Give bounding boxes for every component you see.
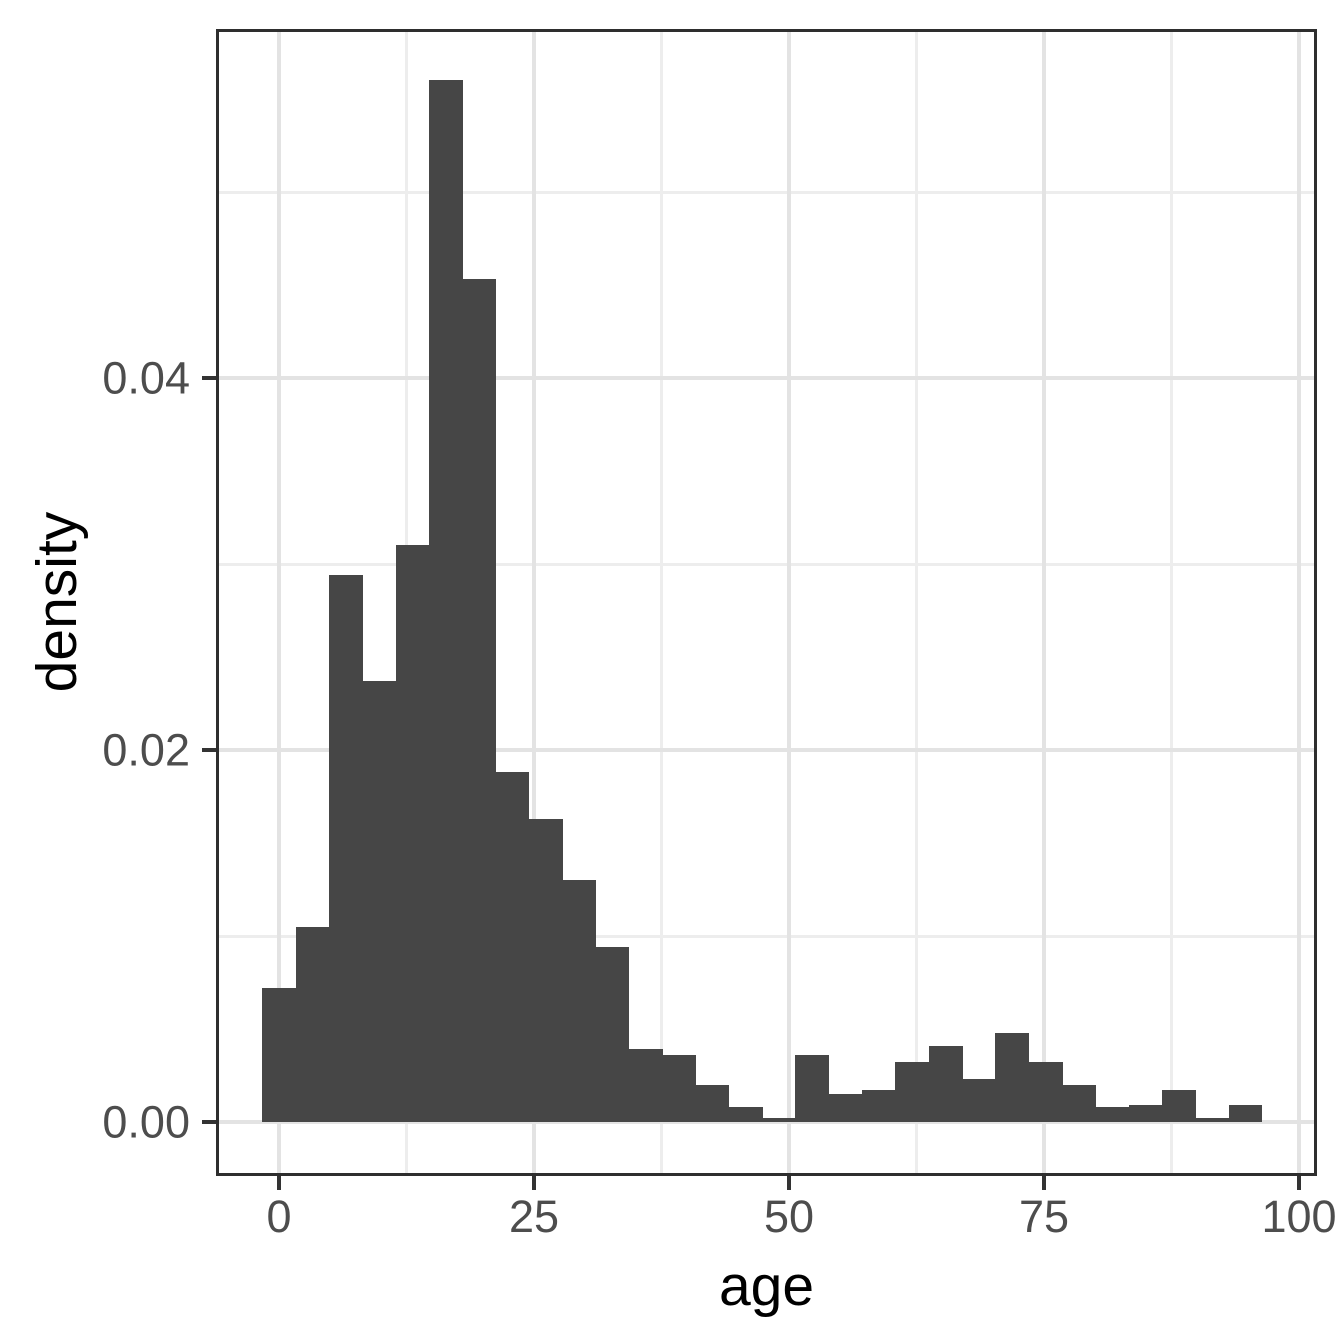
histogram-bar bbox=[562, 880, 596, 1122]
y-tick-label: 0.04 bbox=[102, 352, 190, 404]
histogram-bar bbox=[762, 1118, 796, 1122]
histogram-bar bbox=[1162, 1090, 1196, 1122]
y-minor-gridline bbox=[219, 934, 1314, 938]
x-tick-mark bbox=[277, 1176, 281, 1190]
x-axis-title: age bbox=[718, 1254, 815, 1318]
histogram-bar bbox=[362, 681, 397, 1122]
histogram-bar bbox=[995, 1032, 1030, 1122]
x-major-gridline bbox=[1042, 32, 1046, 1173]
histogram-bar bbox=[328, 575, 363, 1122]
histogram-bar bbox=[662, 1055, 696, 1122]
histogram-bar bbox=[628, 1049, 663, 1122]
x-tick-label: 50 bbox=[763, 1191, 815, 1242]
histogram-bar bbox=[695, 1084, 730, 1122]
histogram-bar bbox=[928, 1045, 963, 1122]
x-tick-label: 75 bbox=[1018, 1191, 1070, 1242]
histogram-bar bbox=[1128, 1105, 1163, 1122]
x-major-gridline bbox=[787, 32, 791, 1173]
histogram-bar bbox=[1095, 1107, 1130, 1122]
x-tick-label: 100 bbox=[1261, 1191, 1337, 1242]
x-tick-mark bbox=[1297, 1176, 1301, 1190]
y-tick-mark bbox=[202, 748, 216, 752]
x-tick-mark bbox=[787, 1176, 791, 1190]
x-minor-gridline bbox=[660, 32, 663, 1173]
histogram-bar bbox=[495, 772, 530, 1122]
histogram-bar bbox=[1195, 1118, 1230, 1122]
x-major-gridline bbox=[1297, 32, 1301, 1173]
y-tick-mark bbox=[202, 1120, 216, 1124]
y-tick-label: 0.02 bbox=[102, 724, 190, 776]
histogram-bar bbox=[1028, 1062, 1063, 1122]
y-minor-gridline bbox=[219, 190, 1314, 194]
x-tick-label: 25 bbox=[508, 1191, 560, 1242]
histogram-bar bbox=[862, 1090, 896, 1122]
y-tick-label: 0.00 bbox=[102, 1096, 190, 1148]
y-major-gridline bbox=[219, 1120, 1314, 1124]
histogram-bar bbox=[595, 947, 630, 1122]
histogram-bar bbox=[295, 926, 330, 1122]
histogram-bar bbox=[528, 818, 563, 1122]
y-axis-title: density bbox=[25, 511, 89, 693]
y-major-gridline bbox=[219, 376, 1314, 380]
x-tick-mark bbox=[532, 1176, 536, 1190]
y-tick-mark bbox=[202, 376, 216, 380]
x-tick-mark bbox=[1042, 1176, 1046, 1190]
histogram-bar bbox=[795, 1055, 830, 1122]
x-minor-gridline bbox=[1170, 32, 1173, 1173]
y-major-gridline bbox=[219, 748, 1314, 752]
histogram-bar bbox=[895, 1062, 930, 1122]
x-major-gridline bbox=[277, 32, 281, 1173]
x-major-gridline bbox=[532, 32, 536, 1173]
histogram-bar bbox=[395, 545, 430, 1122]
plot-panel bbox=[216, 29, 1317, 1176]
histogram-bar bbox=[462, 279, 497, 1122]
histogram-bar bbox=[1228, 1105, 1263, 1122]
histogram-bar bbox=[962, 1079, 996, 1122]
histogram-bar bbox=[428, 80, 463, 1122]
histogram-bar bbox=[828, 1094, 863, 1122]
histogram-bar bbox=[1062, 1084, 1096, 1122]
histogram-bar bbox=[728, 1107, 763, 1122]
histogram-bar bbox=[262, 988, 297, 1122]
x-minor-gridline bbox=[915, 32, 918, 1173]
x-tick-label: 0 bbox=[266, 1191, 292, 1242]
y-minor-gridline bbox=[219, 562, 1314, 566]
